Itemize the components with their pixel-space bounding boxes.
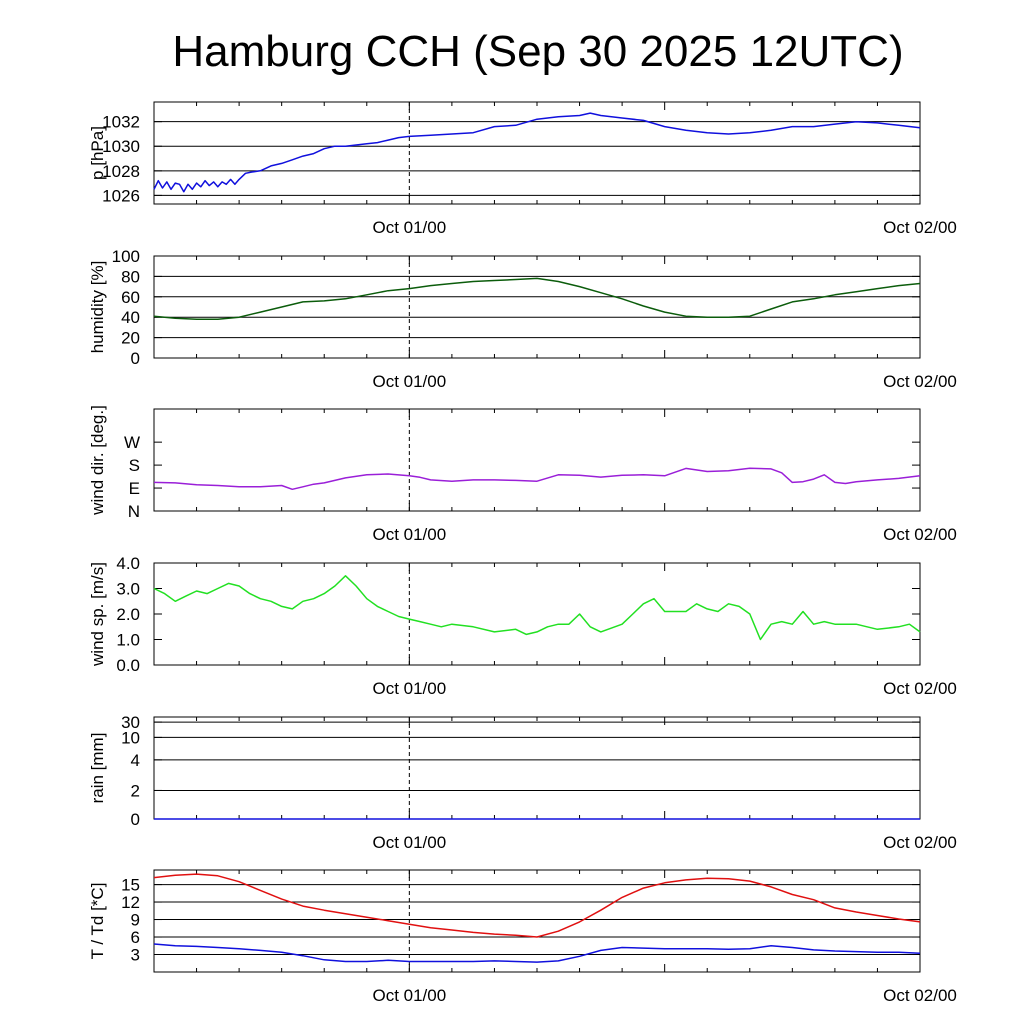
x-tick-label: Oct 02/00 <box>883 525 957 544</box>
series-line-wind_speed-0 <box>153 575 921 641</box>
y-tick-label: 3.0 <box>116 580 140 599</box>
x-tick-label: Oct 02/00 <box>883 372 957 391</box>
series-line-temperature-0 <box>153 873 921 938</box>
y-axis-label: humidity [%] <box>88 261 107 354</box>
x-tick-label: Oct 01/00 <box>372 525 446 544</box>
y-tick-label: 0 <box>131 349 140 368</box>
x-tick-label: Oct 01/00 <box>372 679 446 698</box>
x-tick-label: Oct 01/00 <box>372 372 446 391</box>
y-axis-label: p [hPa] <box>88 126 107 180</box>
series-line-pressure-0 <box>153 112 921 193</box>
y-tick-label: 60 <box>121 288 140 307</box>
y-tick-label: E <box>129 479 140 498</box>
y-tick-label: 1.0 <box>116 631 140 650</box>
x-tick-label: Oct 01/00 <box>372 833 446 852</box>
y-tick-label: 12 <box>121 893 140 912</box>
y-tick-label: S <box>129 456 140 475</box>
series-line-humidity-0 <box>153 277 921 320</box>
y-tick-label: 3 <box>131 946 140 965</box>
y-axis-label: wind sp. [m/s] <box>88 562 107 667</box>
y-axis-label: rain [mm] <box>88 733 107 804</box>
y-tick-label: 20 <box>121 329 140 348</box>
x-tick-label: Oct 01/00 <box>372 986 446 1005</box>
y-tick-label: N <box>128 502 140 521</box>
x-tick-label: Oct 01/00 <box>372 218 446 237</box>
y-tick-label: 1032 <box>102 113 140 132</box>
y-tick-label: 10 <box>121 728 140 747</box>
y-tick-label: 1030 <box>102 137 140 156</box>
y-tick-label: 100 <box>112 247 140 266</box>
series-line-wind_direction-0 <box>153 467 921 491</box>
series-line-temperature-1 <box>153 943 921 963</box>
panel-wind_speed: 0.0 1.0 2.0 3.0 4.0 Oct 01/00 Oct 02/00 wind sp… <box>88 554 957 698</box>
x-tick-label: Oct 02/00 <box>883 986 957 1005</box>
y-tick-label: 1026 <box>102 186 140 205</box>
y-tick-label: 1028 <box>102 162 140 181</box>
y-tick-label: 4 <box>131 751 140 770</box>
panel-rain: 0 2 4 1030 Oct 01/00 Oct 02/00 rain [mm] <box>88 713 957 852</box>
y-axis-label: T / Td [*C] <box>88 883 107 960</box>
y-tick-label: 15 <box>121 876 140 895</box>
panel-pressure: 1026 1028 1030 1032 Oct 01/00 Oct 02/00 p [hPa… <box>88 101 957 237</box>
x-tick-label: Oct 02/00 <box>883 679 957 698</box>
y-tick-label: 30 <box>121 713 140 732</box>
y-tick-label: W <box>124 433 140 452</box>
x-tick-label: Oct 02/00 <box>883 218 957 237</box>
y-tick-label: 0.0 <box>116 656 140 675</box>
y-axis-label: wind dir. [deg.] <box>88 405 107 516</box>
y-tick-label: 80 <box>121 267 140 286</box>
y-tick-label: 2 <box>131 781 140 800</box>
y-tick-label: 40 <box>121 308 140 327</box>
chart-title: Hamburg CCH (Sep 30 2025 12UTC) <box>172 27 903 76</box>
y-tick-label: 2.0 <box>116 605 140 624</box>
x-tick-label: Oct 02/00 <box>883 833 957 852</box>
y-tick-label: 6 <box>131 928 140 947</box>
y-tick-label: 9 <box>131 911 140 930</box>
y-tick-label: 4.0 <box>116 554 140 573</box>
y-tick-label: 0 <box>131 810 140 829</box>
